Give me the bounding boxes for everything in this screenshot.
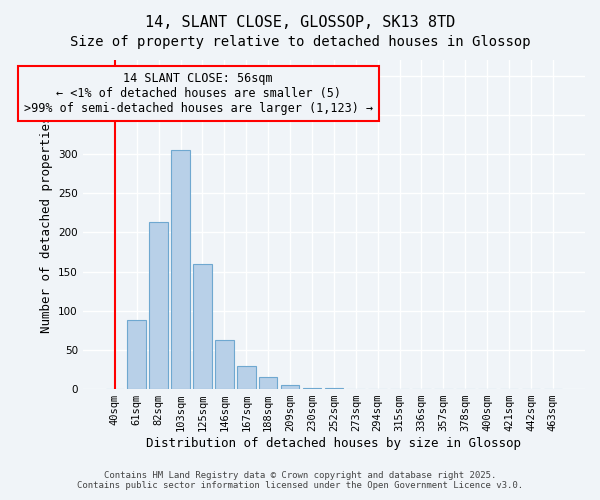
Bar [193, 264, 212, 389]
Bar [149, 222, 168, 389]
Text: Contains HM Land Registry data © Crown copyright and database right 2025.
Contai: Contains HM Land Registry data © Crown c… [77, 470, 523, 490]
Bar [171, 150, 190, 389]
Text: Size of property relative to detached houses in Glossop: Size of property relative to detached ho… [70, 35, 530, 49]
Bar [302, 388, 321, 389]
Bar [127, 320, 146, 389]
Y-axis label: Number of detached properties: Number of detached properties [40, 116, 53, 334]
Bar [281, 385, 299, 389]
Text: 14 SLANT CLOSE: 56sqm
← <1% of detached houses are smaller (5)
>99% of semi-deta: 14 SLANT CLOSE: 56sqm ← <1% of detached … [23, 72, 373, 115]
Bar [325, 388, 343, 389]
Bar [237, 366, 256, 389]
Text: 14, SLANT CLOSE, GLOSSOP, SK13 8TD: 14, SLANT CLOSE, GLOSSOP, SK13 8TD [145, 15, 455, 30]
Bar [259, 378, 277, 389]
X-axis label: Distribution of detached houses by size in Glossop: Distribution of detached houses by size … [146, 437, 521, 450]
Bar [215, 340, 233, 389]
